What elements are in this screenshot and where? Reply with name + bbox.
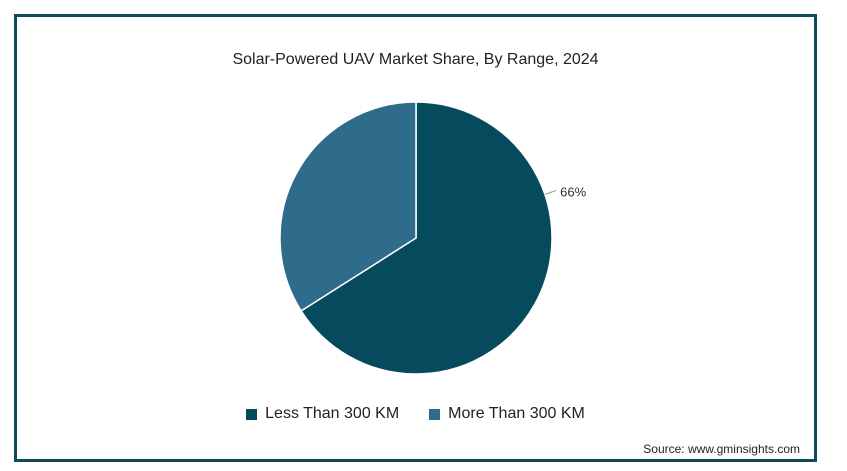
legend: Less Than 300 KM More Than 300 KM [17,405,814,423]
legend-item-more-than-300-km: More Than 300 KM [429,405,585,423]
chart-title: Solar-Powered UAV Market Share, By Range… [232,51,599,68]
pie-chart: 66% [279,101,587,375]
legend-swatch [246,408,258,420]
legend-item-less-than-300-km: Less Than 300 KM [246,405,399,423]
pie-slice-less-than-300-km [300,101,553,375]
legend-label: Less Than 300 KM [265,405,400,422]
source-note: Source: www.gminsights.com [643,442,800,456]
pie-slice-more-than-300-km [279,101,417,312]
chart-frame: Solar-Powered UAV Market Share, By Range… [14,14,817,462]
slice-label: 66% [560,185,586,200]
legend-swatch [429,408,441,420]
legend-label: More Than 300 KM [448,405,585,422]
slice-label-leader [544,190,557,195]
